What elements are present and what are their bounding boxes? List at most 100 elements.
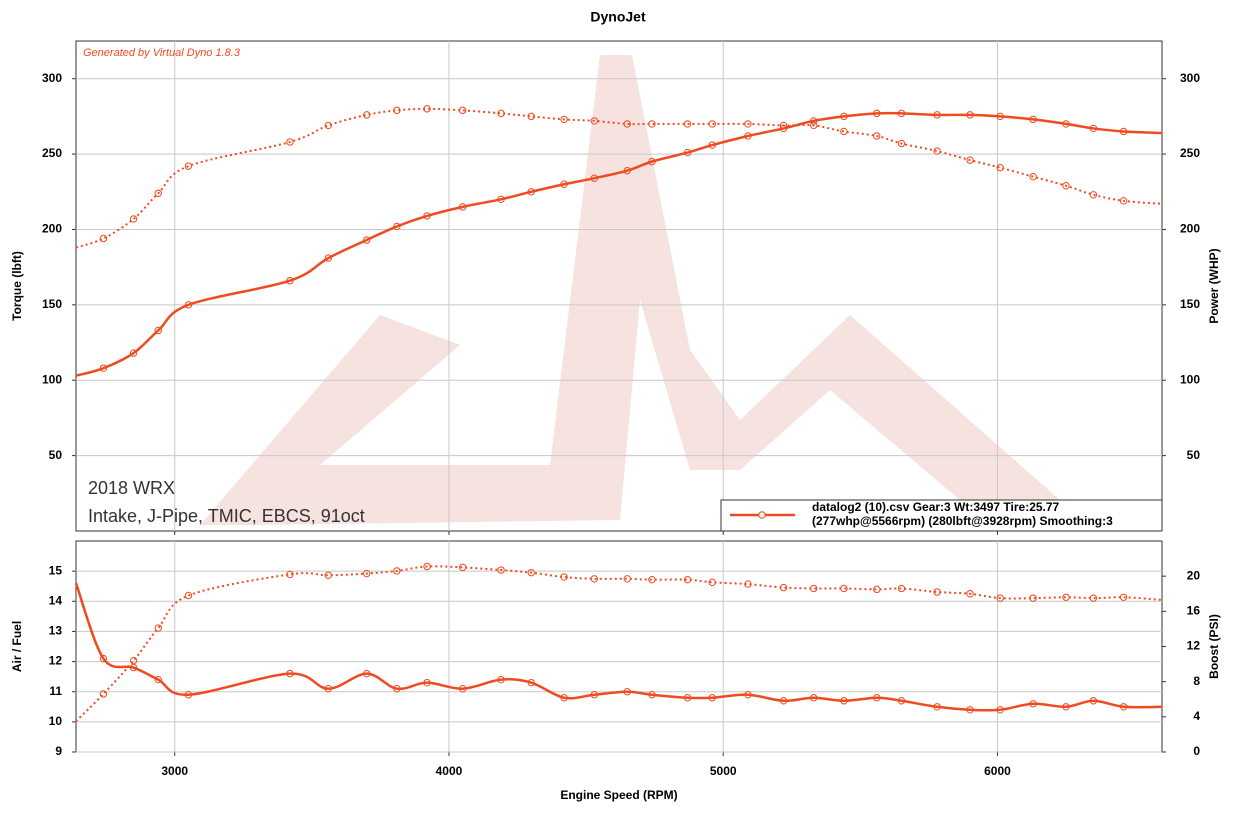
data-point [873, 132, 881, 140]
data-point [458, 563, 467, 572]
y2-tick-label: 12 [1187, 639, 1201, 653]
series-line [75, 111, 1163, 377]
data-point [1029, 700, 1037, 708]
plot-area [75, 40, 1163, 532]
data-point [497, 566, 505, 574]
data-point [154, 189, 162, 197]
data-point [1029, 115, 1037, 124]
data-point [744, 132, 752, 140]
data-point [1062, 703, 1070, 711]
data-point [744, 691, 752, 699]
data-point [129, 349, 138, 357]
data-point [840, 697, 848, 705]
data-point [560, 115, 568, 124]
data-point [1089, 124, 1098, 133]
y2-tick-label: 200 [1180, 222, 1200, 236]
data-point [423, 105, 431, 113]
data-point [560, 694, 568, 702]
y-tick-label: 100 [42, 372, 62, 386]
data-point [840, 112, 848, 121]
data-point [708, 694, 716, 702]
y2-tick-label: 4 [1193, 709, 1200, 723]
data-point [590, 691, 599, 699]
data-point [99, 690, 108, 698]
data-point [1062, 593, 1070, 601]
series-line [75, 565, 1163, 722]
data-point [897, 109, 906, 118]
data-point [286, 669, 294, 678]
data-point [560, 573, 568, 581]
y-axis-label: Torque (lbft) [10, 251, 24, 321]
data-point [1119, 197, 1128, 205]
data-point [129, 663, 138, 672]
data-point [1062, 182, 1070, 190]
data-point [324, 254, 333, 262]
data-point [810, 694, 818, 702]
data-point [362, 111, 371, 119]
y-tick-label: 300 [42, 71, 62, 85]
y2-tick-label: 8 [1193, 674, 1200, 688]
data-point [996, 112, 1004, 121]
data-point [423, 678, 431, 687]
y2-axis-label: Boost (PSI) [1207, 614, 1221, 679]
y-tick-label: 200 [42, 222, 62, 236]
data-point [184, 162, 193, 170]
x-tick-label: 6000 [984, 764, 1011, 778]
y2-tick-label: 0 [1193, 744, 1200, 758]
data-point [966, 156, 974, 164]
data-point [623, 166, 631, 175]
chart-title: DynoJet [590, 9, 646, 25]
data-point [683, 120, 692, 128]
data-point [184, 301, 193, 309]
data-point [286, 277, 294, 285]
data-point [393, 106, 401, 115]
y2-tick-label: 150 [1180, 297, 1200, 311]
data-point [458, 203, 467, 211]
data-point [527, 678, 535, 687]
data-point [154, 326, 162, 335]
data-point [648, 691, 656, 699]
data-point [99, 364, 108, 372]
data-point [527, 188, 535, 196]
data-point [933, 147, 941, 155]
data-point [966, 590, 974, 598]
watermark [200, 55, 1060, 525]
data-point [1029, 594, 1037, 602]
mods-note: Intake, J-Pipe, TMIC, EBCS, 91oct [88, 506, 365, 526]
data-point [1062, 120, 1070, 128]
data-point [393, 222, 401, 231]
y-tick-label: 12 [49, 654, 63, 668]
y-tick-label: 15 [49, 563, 63, 577]
data-point [779, 124, 788, 133]
y-tick-label: 150 [42, 297, 62, 311]
data-point [683, 148, 692, 157]
data-point [623, 688, 631, 696]
legend-text: datalog2 (10).csv Gear:3 Wt:3497 Tire:25… [812, 500, 1060, 514]
data-point [393, 567, 401, 575]
data-point [497, 195, 505, 204]
y-tick-label: 50 [49, 448, 63, 462]
data-point [1089, 594, 1098, 602]
data-point [779, 697, 788, 705]
data-point [996, 163, 1004, 172]
data-point [683, 694, 692, 702]
data-point [129, 656, 138, 665]
data-point [996, 594, 1004, 602]
data-point [840, 127, 848, 136]
data-point [129, 215, 138, 223]
data-point [1029, 172, 1037, 181]
data-point [708, 120, 716, 128]
y2-tick-label: 250 [1180, 146, 1200, 160]
data-point [154, 624, 162, 632]
data-point [286, 138, 294, 146]
y2-tick-label: 100 [1180, 372, 1200, 386]
data-point [873, 585, 881, 594]
legend-text: (277whp@5566rpm) (280lbft@3928rpm) Smoot… [812, 514, 1113, 528]
data-point [648, 157, 656, 166]
data-point [897, 139, 906, 148]
legend-marker [758, 511, 766, 519]
data-point [423, 562, 431, 571]
data-point [1119, 593, 1128, 601]
y2-tick-label: 50 [1187, 448, 1201, 462]
